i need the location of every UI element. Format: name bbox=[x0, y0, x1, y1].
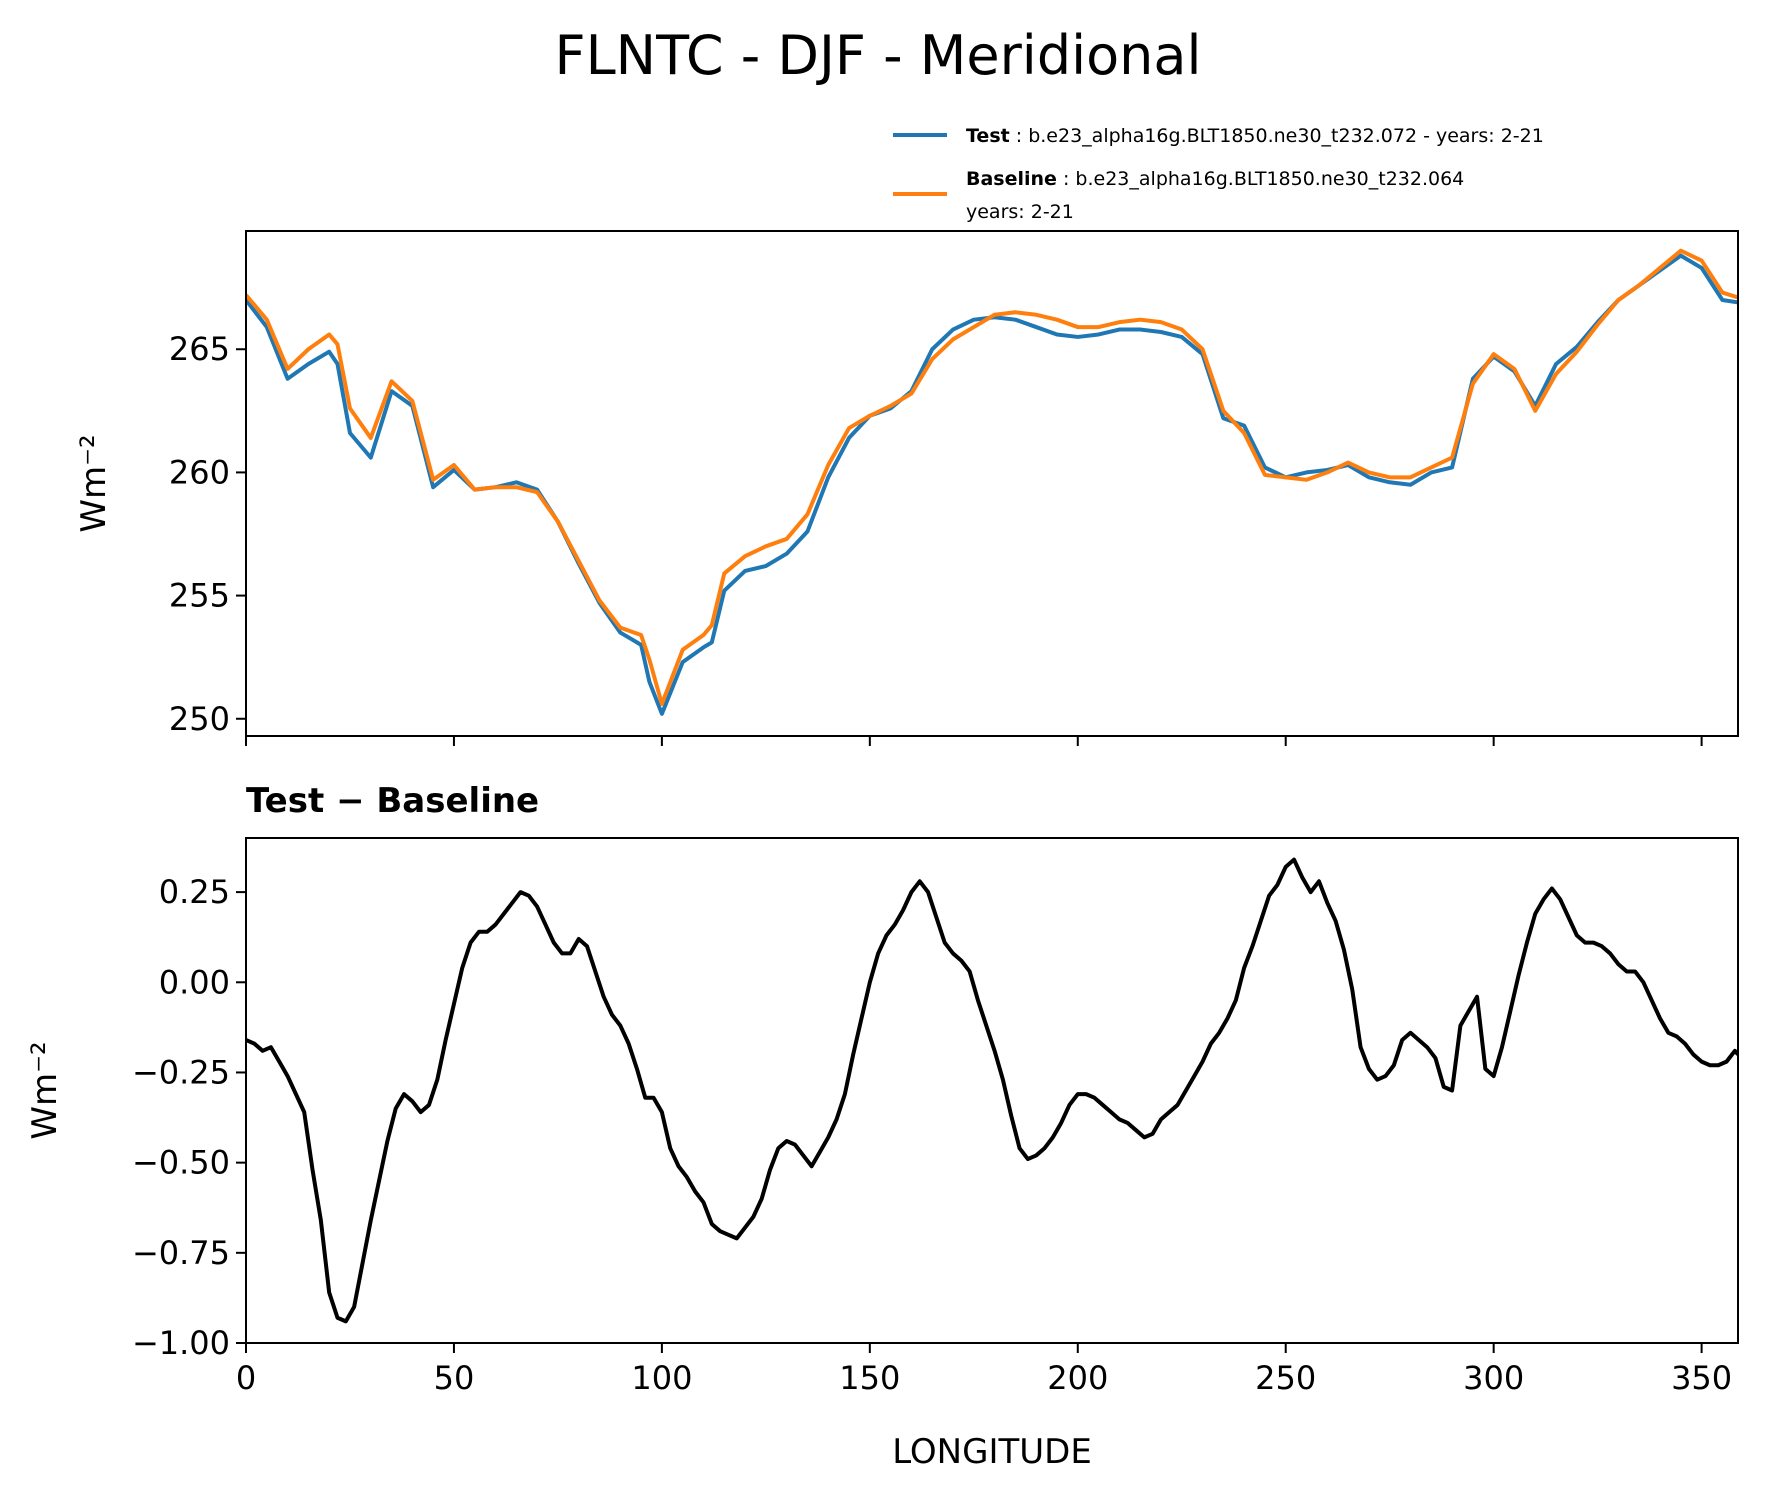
plot-frame bbox=[245, 230, 1739, 737]
x-tick-label: 100 bbox=[631, 1359, 692, 1397]
y-tick-label: 250 bbox=[169, 700, 230, 738]
x-tick-label: 200 bbox=[1047, 1359, 1108, 1397]
legend-baseline-desc: : b.e23_alpha16g.BLT1850.ne30_t232.064 bbox=[1063, 168, 1464, 190]
chart-title: FLNTC - DJF - Meridional bbox=[555, 24, 1202, 87]
legend-baseline-name: Baseline bbox=[966, 168, 1057, 190]
y-tick-label: −0.75 bbox=[132, 1234, 230, 1272]
legend: Test : b.e23_alpha16g.BLT1850.ne30_t232.… bbox=[893, 125, 1544, 223]
y-tick-label: 0.00 bbox=[159, 963, 230, 1001]
y-tick-label: 260 bbox=[169, 453, 230, 491]
plot-frame bbox=[245, 837, 1739, 1344]
legend-test-label: Test : b.e23_alpha16g.BLT1850.ne30_t232.… bbox=[966, 125, 1544, 147]
y-tick-label: 255 bbox=[169, 577, 230, 615]
y-tick-label: −1.00 bbox=[132, 1324, 230, 1362]
x-tick-label: 0 bbox=[236, 1359, 256, 1397]
y-tick-label: 265 bbox=[169, 330, 230, 368]
y-axis-label: Wm⁻² bbox=[74, 434, 114, 532]
x-tick-label: 250 bbox=[1255, 1359, 1316, 1397]
series-line-diff bbox=[246, 857, 1738, 1324]
series-line-baseline bbox=[246, 248, 1738, 706]
y-tick-label: −0.50 bbox=[132, 1144, 230, 1182]
legend-baseline-label: Baseline : b.e23_alpha16g.BLT1850.ne30_t… bbox=[966, 168, 1464, 190]
x-tick-label: 350 bbox=[1671, 1359, 1732, 1397]
bottom-panel: −1.00 −0.75 −0.50 −0.25 0.00 0.25 0 50 100 150 200… bbox=[25, 837, 1739, 1397]
diff-panel-title: Test − Baseline bbox=[246, 781, 539, 821]
x-tick-label: 150 bbox=[839, 1359, 900, 1397]
x-axis-label: LONGITUDE bbox=[892, 1432, 1092, 1472]
x-tick-label: 50 bbox=[434, 1359, 475, 1397]
legend-baseline-desc2: years: 2-21 bbox=[966, 201, 1074, 223]
top-panel: 250 255 260 265 Wm⁻² bbox=[74, 230, 1739, 746]
x-tick-label: 300 bbox=[1463, 1359, 1524, 1397]
y-tick-label: 0.25 bbox=[159, 873, 230, 911]
legend-test-desc: : b.e23_alpha16g.BLT1850.ne30_t232.072 -… bbox=[1016, 125, 1544, 147]
y-axis-label: Wm⁻² bbox=[25, 1041, 65, 1139]
legend-test-name: Test bbox=[966, 125, 1010, 147]
y-tick-label: −0.25 bbox=[132, 1053, 230, 1091]
